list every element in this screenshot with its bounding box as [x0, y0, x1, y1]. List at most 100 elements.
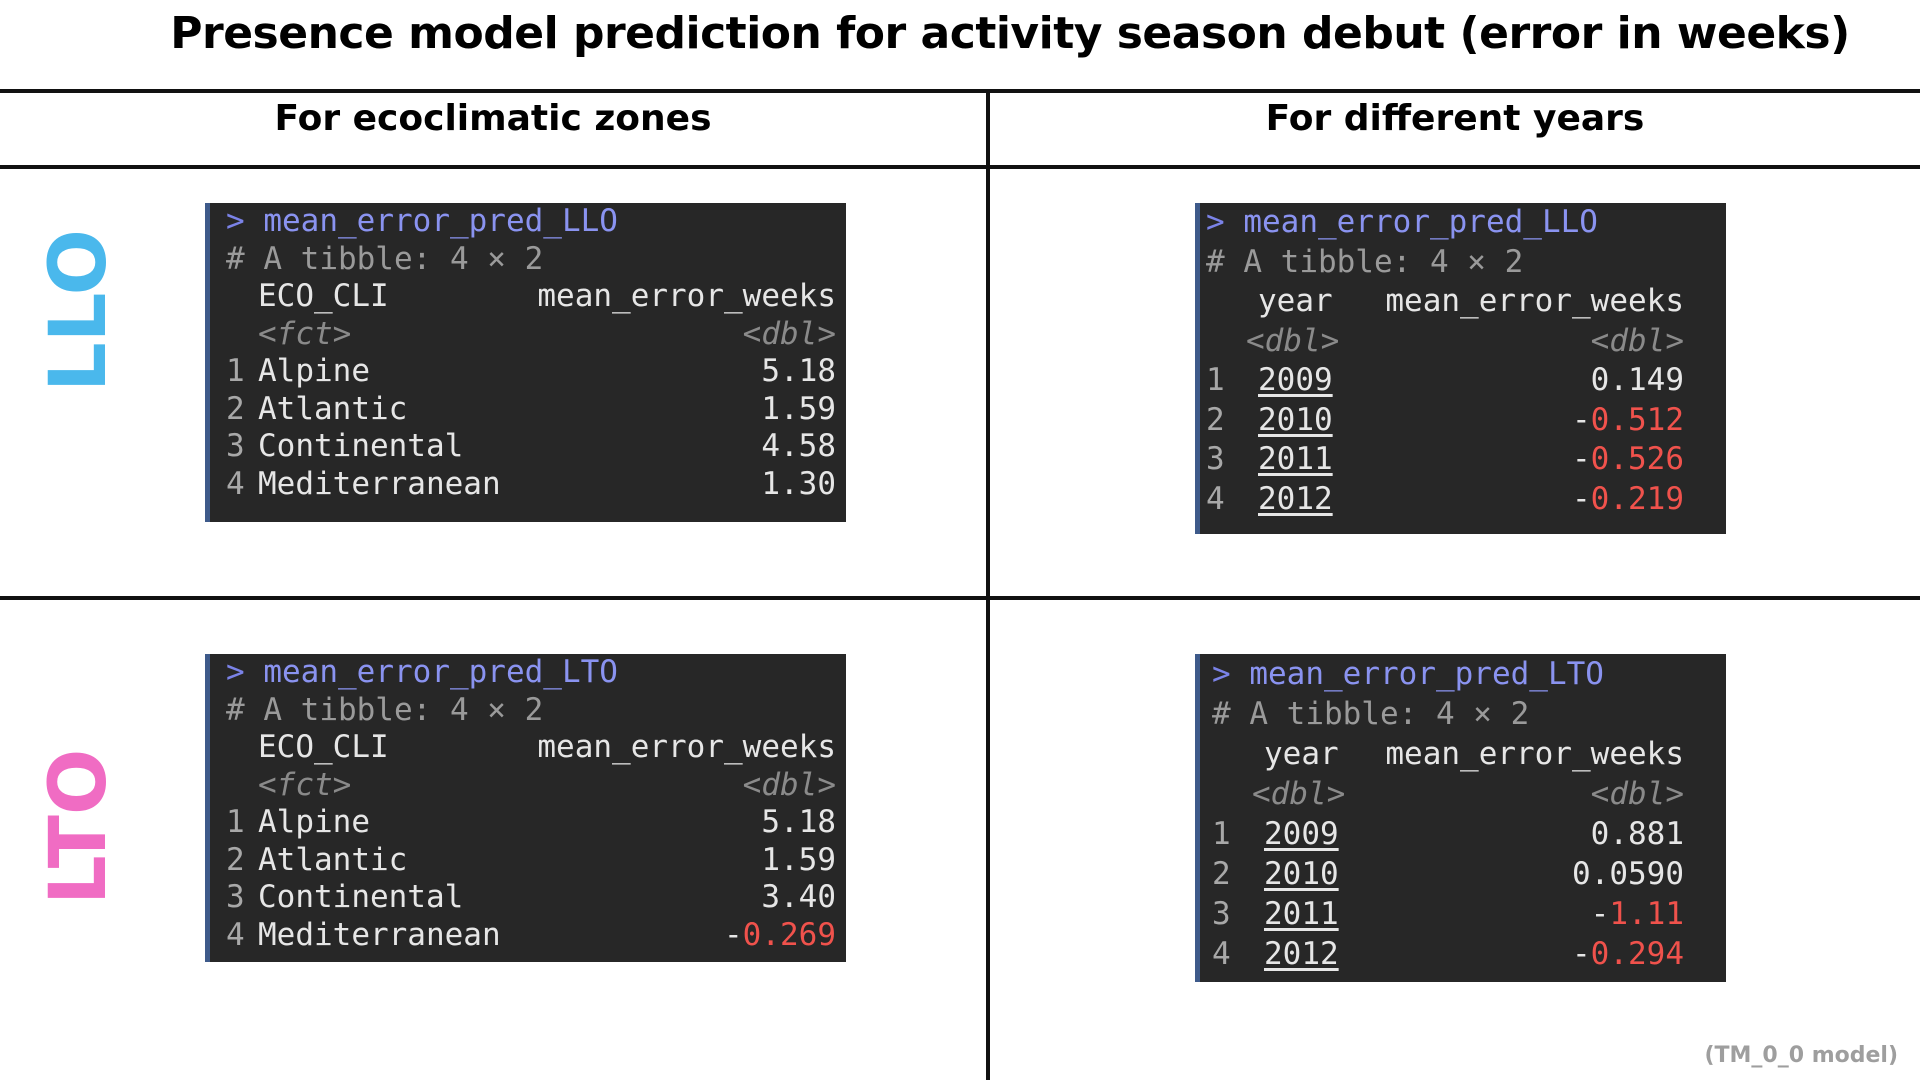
mean-error-value: 0.149	[1591, 361, 1684, 401]
console-lto-years: > mean_error_pred_LTO # A tibble: 4 × 2 ye…	[1195, 654, 1726, 982]
error-number: 1.11	[1609, 896, 1684, 932]
zone-name: Atlantic	[258, 841, 408, 878]
mean-error-value: 0.0590	[1572, 854, 1684, 894]
column-types: <dbl> <dbl>	[1212, 774, 1726, 814]
error-number: 3.40	[761, 879, 836, 915]
prompt-symbol: >	[226, 654, 245, 690]
row-index: 2	[226, 390, 245, 427]
table-row: 1 Alpine 5.18	[226, 804, 846, 842]
table-row: 2 Atlantic 1.59	[226, 391, 846, 429]
header-divider	[0, 165, 1920, 169]
column-types: <dbl> <dbl>	[1206, 322, 1726, 362]
column-types: <fct> <dbl>	[226, 767, 846, 805]
mean-error-value: -0.526	[1572, 440, 1684, 480]
column-type-value: <dbl>	[1590, 776, 1684, 812]
zone-name: Mediterranean	[258, 465, 501, 502]
error-number: 0.526	[1590, 441, 1684, 477]
year-value: 2010	[1258, 401, 1333, 438]
error-number: 1.30	[761, 465, 836, 502]
mean-error-value: -0.512	[1572, 401, 1684, 441]
row-label-lto: LTO	[34, 748, 124, 905]
year-value: 2011	[1264, 896, 1339, 932]
console-llo-years: > mean_error_pred_LLO # A tibble: 4 × 2 ye…	[1195, 203, 1726, 534]
error-number: 1.59	[761, 841, 836, 878]
top-divider	[0, 89, 1920, 93]
column-header-value: mean_error_weeks	[537, 278, 836, 314]
column-type-value: <dbl>	[742, 766, 836, 803]
minus-sign: -	[1572, 401, 1591, 438]
row-label-llo: LLO	[34, 229, 124, 392]
year-value: 2009	[1264, 816, 1339, 852]
table-row: 2 2010 0.0590	[1212, 854, 1726, 894]
error-number: 0.512	[1590, 401, 1684, 438]
table-row: 4 Mediterranean -0.269	[226, 917, 846, 955]
table-row: 3 Continental 4.58	[226, 428, 846, 466]
row-index: 4	[1206, 480, 1225, 517]
tibble-comment: # A tibble: 4 × 2	[1212, 696, 1530, 732]
zone-name: Continental	[258, 428, 464, 464]
year-value: 2012	[1264, 936, 1339, 972]
table-row: 2 Atlantic 1.59	[226, 842, 846, 880]
mean-error-value: -0.294	[1572, 934, 1684, 974]
error-number: 5.18	[761, 353, 836, 389]
page-title: Presence model prediction for activity s…	[170, 8, 1850, 59]
error-number: 1.59	[761, 390, 836, 427]
zone-name: Alpine	[258, 804, 370, 840]
row-index: 1	[226, 353, 245, 389]
column-headers: ECO_CLI mean_error_weeks	[226, 729, 846, 767]
table-row: 1 Alpine 5.18	[226, 353, 846, 391]
mean-error-value: 0.881	[1591, 814, 1684, 854]
console-command-line: > mean_error_pred_LTO	[226, 654, 846, 692]
minus-sign: -	[1572, 480, 1591, 517]
column-header-key: year	[1264, 736, 1339, 772]
command-text: mean_error_pred_LTO	[263, 654, 618, 690]
column-types: <fct> <dbl>	[226, 316, 846, 354]
tibble-comment: # A tibble: 4 × 2	[226, 240, 544, 277]
year-value: 2011	[1258, 441, 1333, 477]
column-type-key: <dbl>	[1246, 322, 1340, 359]
error-number: 0.149	[1590, 362, 1684, 398]
row-index: 4	[1212, 936, 1231, 972]
prompt-symbol: >	[1206, 204, 1225, 240]
column-divider	[986, 91, 990, 1080]
mean-error-value: 5.18	[761, 353, 836, 391]
table-row: 1 2009 0.881	[1212, 814, 1726, 854]
column-headers: year mean_error_weeks	[1212, 734, 1726, 774]
row-index: 4	[226, 465, 245, 502]
tibble-comment: # A tibble: 4 × 2	[226, 691, 544, 728]
mean-error-value: -1.11	[1591, 894, 1684, 934]
year-value: 2009	[1258, 362, 1333, 398]
zone-name: Alpine	[258, 353, 370, 389]
mean-error-value: 1.59	[761, 391, 836, 429]
row-index: 4	[226, 916, 245, 953]
zone-name: Mediterranean	[258, 916, 501, 953]
error-number: 0.881	[1590, 816, 1684, 852]
column-type-value: <dbl>	[1590, 322, 1684, 359]
column-type-value: <dbl>	[742, 315, 836, 352]
column-header-value: mean_error_weeks	[1385, 736, 1684, 772]
year-value: 2012	[1258, 480, 1333, 517]
error-number: 4.58	[761, 428, 836, 464]
mean-error-value: -0.219	[1572, 480, 1684, 520]
column-type-key: <fct>	[258, 315, 352, 352]
minus-sign: -	[1572, 936, 1591, 972]
row-index: 1	[1212, 816, 1231, 852]
console-llo-ecoclimatic: > mean_error_pred_LLO # A tibble: 4 × 2 EC…	[205, 203, 846, 522]
table-row: 3 2011 -0.526	[1206, 440, 1726, 480]
table-row: 4 Mediterranean 1.30	[226, 466, 846, 504]
column-type-key: <dbl>	[1252, 776, 1346, 812]
column-header-key: ECO_CLI	[258, 278, 389, 314]
column-headers: ECO_CLI mean_error_weeks	[226, 278, 846, 316]
command-text: mean_error_pred_LLO	[1243, 204, 1598, 240]
row-index: 2	[1206, 401, 1225, 438]
table-row: 3 2011 -1.11	[1212, 894, 1726, 934]
column-header-value: mean_error_weeks	[1385, 283, 1684, 319]
console-lto-ecoclimatic: > mean_error_pred_LTO # A tibble: 4 × 2 EC…	[205, 654, 846, 962]
mean-error-value: 1.59	[761, 842, 836, 880]
console-command-line: > mean_error_pred_LLO	[1206, 203, 1726, 243]
minus-sign: -	[1590, 896, 1610, 932]
error-number: 0.294	[1590, 936, 1684, 972]
row-index: 3	[226, 879, 245, 915]
row-index: 2	[1212, 856, 1231, 892]
mean-error-value: -0.269	[724, 917, 836, 955]
